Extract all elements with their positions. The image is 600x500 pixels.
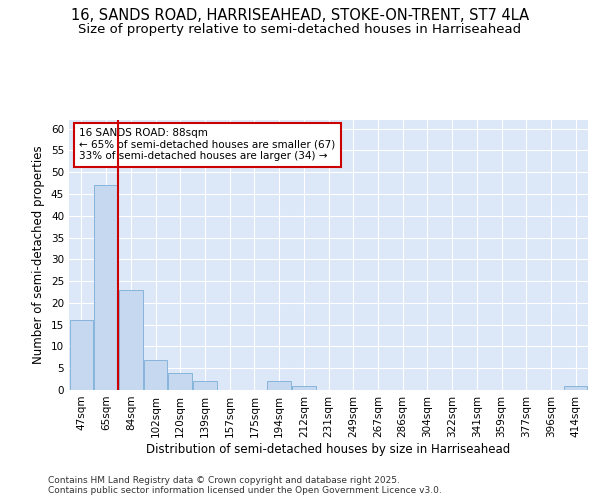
Text: 16 SANDS ROAD: 88sqm
← 65% of semi-detached houses are smaller (67)
33% of semi-: 16 SANDS ROAD: 88sqm ← 65% of semi-detac… <box>79 128 335 162</box>
X-axis label: Distribution of semi-detached houses by size in Harriseahead: Distribution of semi-detached houses by … <box>146 442 511 456</box>
Y-axis label: Number of semi-detached properties: Number of semi-detached properties <box>32 146 46 364</box>
Text: Contains HM Land Registry data © Crown copyright and database right 2025.
Contai: Contains HM Land Registry data © Crown c… <box>48 476 442 495</box>
Bar <box>94 186 118 390</box>
Bar <box>70 320 93 390</box>
Text: Size of property relative to semi-detached houses in Harriseahead: Size of property relative to semi-detach… <box>79 22 521 36</box>
Bar <box>144 360 167 390</box>
Bar <box>564 386 587 390</box>
Bar <box>169 372 192 390</box>
Text: 16, SANDS ROAD, HARRISEAHEAD, STOKE-ON-TRENT, ST7 4LA: 16, SANDS ROAD, HARRISEAHEAD, STOKE-ON-T… <box>71 8 529 22</box>
Bar <box>268 382 291 390</box>
Bar <box>193 382 217 390</box>
Bar <box>119 290 143 390</box>
Bar <box>292 386 316 390</box>
